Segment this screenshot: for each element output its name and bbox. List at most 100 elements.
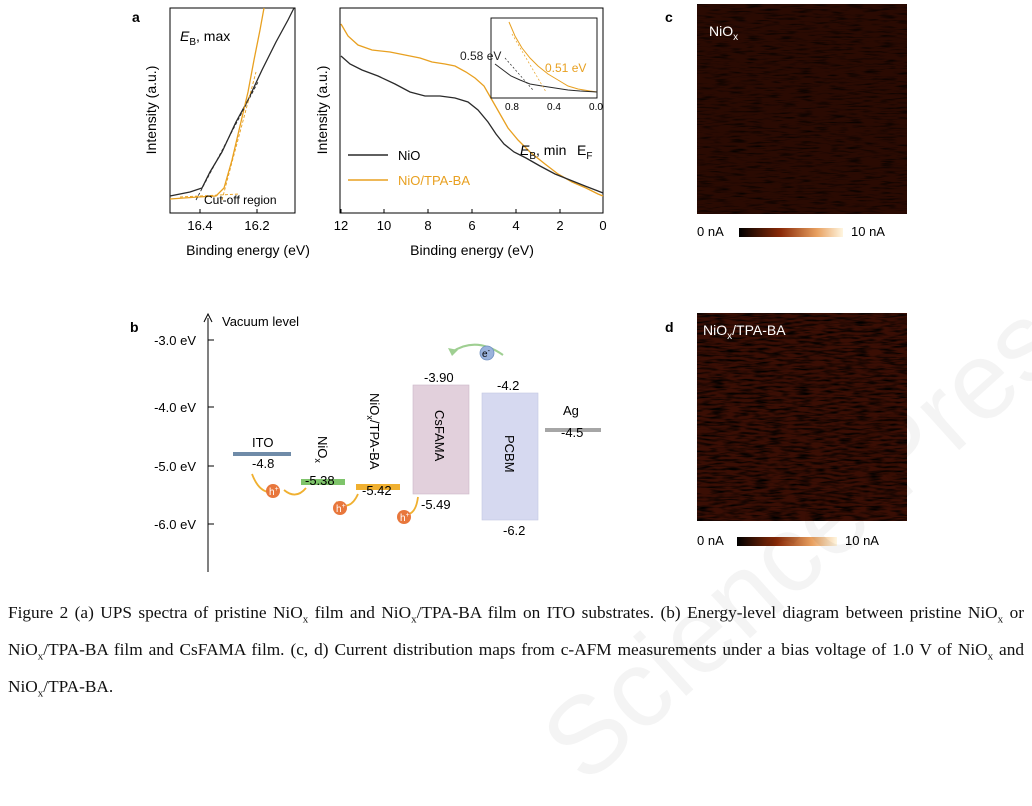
afm-niox-tpa-label: NiOx/TPA-BA bbox=[703, 322, 786, 342]
ito-value: -4.8 bbox=[252, 456, 274, 471]
inset-label-tpa: 0.51 eV bbox=[545, 61, 586, 75]
niox-tpa-name: NiOx/TPA-BA bbox=[365, 393, 382, 470]
hole-arrow-1 bbox=[283, 487, 307, 496]
inset-xtick-0-8: 0.8 bbox=[505, 102, 519, 113]
figure-main: a EB, max Cut-off region 16.4 16.2 Bindi… bbox=[130, 7, 674, 572]
afm-niox-scale-max: 10 nA bbox=[851, 224, 885, 239]
valence-curve-nio bbox=[340, 55, 604, 194]
valence-curve-tpa bbox=[340, 23, 604, 197]
valence-xtick-4: 4 bbox=[512, 218, 519, 233]
legend-label-nio: NiO bbox=[398, 148, 420, 163]
valence-ylabel: Intensity (a.u.) bbox=[314, 66, 330, 155]
afm-tpa-colorbar bbox=[737, 537, 837, 546]
legend-label-tpa: NiO/TPA-BA bbox=[398, 173, 470, 188]
csfama-box bbox=[412, 384, 470, 495]
inset-xtick-0-0: 0.0 bbox=[589, 102, 603, 113]
panel-b-letter: b bbox=[130, 319, 139, 335]
cutoff-curve-nio bbox=[169, 7, 295, 197]
ytick-5: -5.0 eV bbox=[154, 459, 196, 474]
cutoff-region-label: Cut-off region bbox=[204, 193, 277, 207]
afm-niox-scale-min: 0 nA bbox=[697, 224, 724, 239]
csfama-lumo: -3.90 bbox=[424, 370, 454, 385]
inset-label-nio: 0.58 eV bbox=[460, 49, 501, 63]
ag-name: Ag bbox=[563, 403, 579, 418]
afm-map-niox-tpa-image: NiOx/TPA-BA bbox=[697, 313, 907, 521]
inset-fit-tpa bbox=[511, 33, 547, 93]
cutoff-baseline-fit bbox=[179, 193, 241, 198]
valence-xtick-12: 12 bbox=[334, 218, 348, 233]
inset-curve-tpa bbox=[508, 21, 598, 93]
cutoff-fit-tpa bbox=[221, 71, 257, 201]
electron-symbol: e- bbox=[482, 348, 491, 360]
cutoff-curve-tpa bbox=[169, 7, 265, 200]
inset-frame bbox=[490, 17, 598, 99]
hole-symbol-2: h+ bbox=[336, 503, 346, 515]
pcbm-name: PCBM bbox=[502, 435, 517, 473]
ag-value: -4.5 bbox=[561, 425, 583, 440]
ytick-4: -4.0 eV bbox=[154, 400, 196, 415]
afm-map-niox-image: NiOx bbox=[697, 4, 907, 214]
inset-fit-nio bbox=[504, 57, 534, 91]
ytick-3: -3.0 eV bbox=[154, 333, 196, 348]
panel-a-right-plot: NiO NiO/TPA-BA EB, min EF 12 10 8 6 4 2 … bbox=[314, 7, 607, 258]
hole-icon-1 bbox=[266, 484, 280, 498]
energy-axis-arrow bbox=[203, 312, 213, 323]
niox-level-bar bbox=[301, 479, 345, 485]
figure-caption: Figure 2 (a) UPS spectra of pristine NiO… bbox=[8, 603, 1024, 700]
panel-c-letter: c bbox=[665, 9, 673, 25]
valence-xtick-8: 8 bbox=[424, 218, 431, 233]
niox-tpa-level-bar bbox=[356, 484, 400, 490]
energy-yticks: -3.0 eV -4.0 eV -5.0 eV -6.0 eV bbox=[154, 333, 214, 532]
niox-name: NiOx bbox=[313, 436, 330, 463]
niox-tpa-value: -5.42 bbox=[362, 483, 392, 498]
afm-scale-niox-tpa: 0 nA 10 nA bbox=[697, 531, 917, 551]
hole-icon-3 bbox=[397, 510, 411, 524]
afm-niox-label: NiOx bbox=[709, 23, 738, 43]
electron-transfer-arrow bbox=[451, 343, 504, 356]
ag-level-bar bbox=[545, 428, 601, 432]
panel-d-letter: d bbox=[665, 319, 674, 335]
electron-arrow-head bbox=[448, 348, 458, 356]
afm-niox-colorbar bbox=[739, 228, 843, 237]
vacuum-level-label: Vacuum level bbox=[222, 314, 299, 329]
afm-scale-niox: 0 nA 10 nA bbox=[697, 222, 917, 242]
afm-map-niox: NiOx bbox=[697, 4, 907, 214]
afm-tpa-scale-max: 10 nA bbox=[845, 533, 879, 548]
hole-symbol-3: h+ bbox=[400, 512, 410, 524]
valence-inset: 0.58 eV 0.51 eV 0.8 0.4 0.0 bbox=[460, 17, 603, 113]
valence-xticks: 12 10 8 6 4 2 0 bbox=[334, 209, 607, 233]
pcbm-lumo: -4.2 bbox=[497, 378, 519, 393]
cutoff-xtick-16-4: 16.4 bbox=[187, 218, 212, 233]
pcbm-box bbox=[481, 392, 539, 521]
valence-xlabel: Binding energy (eV) bbox=[410, 242, 534, 258]
panel-a-letter: a bbox=[132, 9, 140, 25]
hole-icon-2 bbox=[333, 501, 347, 515]
inset-curve-nio bbox=[494, 63, 598, 93]
afm-map-niox-tpa: NiOx/TPA-BA bbox=[697, 313, 907, 521]
panel-a-left-plot: EB, max Cut-off region 16.4 16.2 Binding… bbox=[143, 7, 310, 258]
panel-b-energy-diagram: b Vacuum level -3.0 eV -4.0 eV -5.0 eV -… bbox=[130, 312, 601, 572]
csfama-homo: -5.49 bbox=[421, 497, 451, 512]
ito-level-bar bbox=[233, 452, 291, 456]
cutoff-xlabel: Binding energy (eV) bbox=[186, 242, 310, 258]
ytick-6: -6.0 eV bbox=[154, 517, 196, 532]
ef-label: EF bbox=[577, 142, 592, 162]
hole-arrow-left bbox=[251, 473, 269, 493]
electron-icon bbox=[479, 345, 495, 361]
inset-xtick-0-4: 0.4 bbox=[547, 102, 561, 113]
cutoff-plot-frame bbox=[169, 7, 296, 214]
niox-value: -5.38 bbox=[305, 473, 335, 488]
hole-symbol-1: h+ bbox=[269, 486, 279, 498]
valence-xtick-6: 6 bbox=[468, 218, 475, 233]
eb-min-label: EB, min bbox=[520, 142, 566, 162]
cutoff-xtick-16-2: 16.2 bbox=[244, 218, 269, 233]
cutoff-ylabel: Intensity (a.u.) bbox=[143, 66, 159, 155]
csfama-name: CsFAMA bbox=[432, 410, 447, 462]
valence-xtick-10: 10 bbox=[377, 218, 391, 233]
afm-tpa-scale-min: 0 nA bbox=[697, 533, 724, 548]
valence-xtick-0: 0 bbox=[599, 218, 606, 233]
valence-xtick-2: 2 bbox=[556, 218, 563, 233]
ito-name: ITO bbox=[252, 435, 273, 450]
pcbm-homo: -6.2 bbox=[503, 523, 525, 538]
eb-max-label: EB, max bbox=[180, 28, 230, 48]
